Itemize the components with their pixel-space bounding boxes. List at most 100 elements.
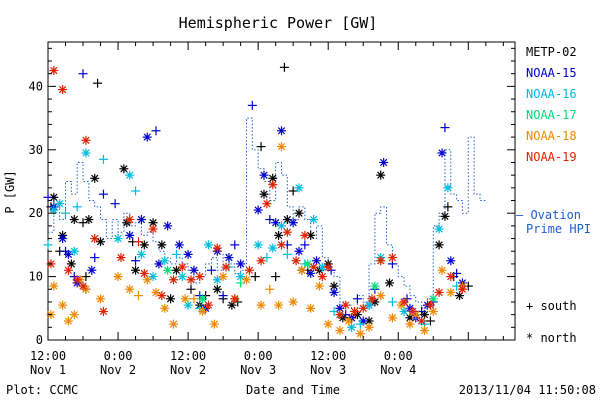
marker-stroke [181,295,189,303]
marker-stroke [318,263,327,271]
marker-stroke [91,174,99,182]
marker-stroke [91,234,99,243]
north-marker [335,325,345,335]
marker-stroke [420,326,429,335]
marker-stroke [289,298,297,306]
north-marker [446,287,456,297]
north-marker [300,230,310,240]
marker-stroke [307,269,315,278]
marker-stroke [58,234,67,243]
marker-stroke [196,272,204,281]
ovation-prime-hpi-line [48,117,486,309]
marker-stroke [377,171,385,179]
marker-stroke [56,200,64,208]
south-marker [206,265,216,275]
north-marker [274,300,284,310]
north-marker [84,215,94,225]
north-marker [49,66,59,76]
north-marker [157,240,167,250]
north-marker [420,325,430,335]
north-marker [98,306,108,316]
north-marker [241,275,251,285]
marker-stroke [309,263,318,271]
north-marker [425,300,435,310]
marker-stroke [336,304,344,312]
south-marker [98,189,108,199]
north-marker [186,275,196,285]
north-marker [277,142,286,152]
x-tick-label-time: 0:00 [244,349,273,363]
marker-stroke [435,225,443,233]
north-marker [125,215,135,225]
marker-stroke [388,314,397,322]
y-axis-label: P [GW] [3,170,17,213]
north-marker [49,205,59,215]
north-marker [125,230,135,240]
marker-stroke [137,250,146,259]
marker-stroke [213,276,221,284]
marker-stroke [126,215,134,224]
north-marker [148,218,158,228]
marker-stroke [172,266,181,274]
marker-stroke [158,291,166,300]
marker-stroke [85,215,93,224]
north-marker [262,199,272,209]
marker-stroke [143,276,151,284]
north-marker [148,224,158,234]
marker-stroke [137,215,146,224]
north-marker [387,313,397,323]
y-tick-label: 40 [29,79,43,93]
north-marker [341,300,351,310]
x-tick-label-time: 12:00 [310,349,346,363]
marker-stroke [64,317,73,325]
marker-stroke [347,323,356,331]
marker-stroke [426,301,435,309]
north-marker [457,284,467,294]
legend-entry: METP-02 [526,45,577,59]
south-marker [78,69,88,79]
north-marker [253,205,263,215]
north-marker [66,259,76,269]
north-marker [294,183,304,193]
marker-stroke [158,241,166,249]
north-marker [58,300,68,310]
south-marker [151,126,161,136]
marker-stroke [315,282,324,290]
north-marker [294,208,304,218]
marker-stroke [379,158,388,167]
north-marker [317,272,327,282]
marker-stroke [263,200,271,208]
north-marker [160,303,170,313]
north-marker [49,281,59,291]
marker-stroke [82,149,90,157]
marker-stroke [64,266,73,274]
north-marker [139,268,149,278]
marker-stroke [213,244,221,252]
north-marker [72,275,82,285]
marker-stroke [178,272,186,281]
marker-stroke [99,307,108,316]
marker-stroke [178,263,186,271]
plot-area [43,41,516,341]
y-axis: 0 10 20 30 40 [29,47,515,347]
marker-stroke [166,295,175,303]
marker-stroke [368,295,376,303]
marker-stroke [365,301,373,309]
legend: METP-02 NOAA-15 NOAA-16 NOAA-17 NOAA-18 NOAA-… [526,45,577,164]
south-marker [256,142,266,152]
north-marker [309,262,319,272]
north-marker [384,278,394,288]
north-marker [297,265,307,275]
north-marker [169,275,179,285]
footer-credit: Plot: CCMC [6,383,78,397]
marker-stroke [228,301,236,309]
north-marker [417,316,427,326]
marker-stroke [222,263,230,271]
north-marker [189,265,199,275]
marker-stroke [149,225,157,233]
marker-stroke [417,317,426,325]
north-marker [434,224,444,234]
marker-stroke [231,295,239,303]
